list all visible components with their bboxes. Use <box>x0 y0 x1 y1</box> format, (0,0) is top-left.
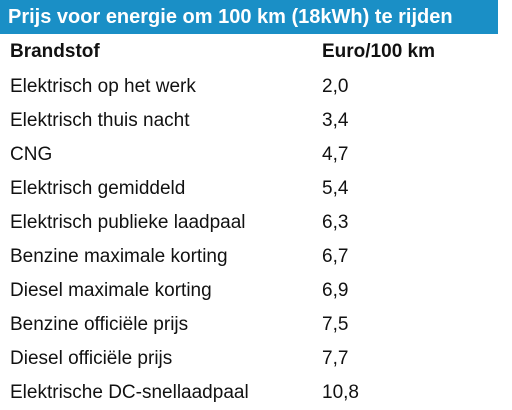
fuel-name: Elektrisch gemiddeld <box>10 178 186 199</box>
fuel-name: Elektrisch thuis nacht <box>10 110 190 131</box>
fuel-name: Elektrische DC-snellaadpaal <box>10 382 249 403</box>
price-value: 6,7 <box>322 246 349 267</box>
table-row: Benzine officiële prijs 7,5 <box>0 308 512 342</box>
table-row: Elektrisch gemiddeld 5,4 <box>0 172 512 206</box>
table-title: Prijs voor energie om 100 km (18kWh) te … <box>0 0 498 34</box>
price-value: 6,9 <box>322 280 349 301</box>
table-row: Diesel maximale korting 6,9 <box>0 274 512 308</box>
price-value: 10,8 <box>322 382 359 403</box>
fuel-name: Benzine officiële prijs <box>10 314 189 335</box>
fuel-name: Diesel maximale korting <box>10 280 212 301</box>
price-table: Brandstof Euro/100 km Elektrisch op het … <box>0 34 512 410</box>
table-row: Diesel officiële prijs 7,7 <box>0 342 512 376</box>
price-value: 4,7 <box>322 144 349 165</box>
header-brandstof: Brandstof <box>10 41 100 62</box>
fuel-name: Diesel officiële prijs <box>10 348 173 369</box>
price-value: 2,0 <box>322 76 349 97</box>
table-row: Benzine maximale korting 6,7 <box>0 240 512 274</box>
table-row: Elektrische DC-snellaadpaal 10,8 <box>0 376 512 410</box>
price-value: 3,4 <box>322 110 349 131</box>
fuel-name: Benzine maximale korting <box>10 246 228 267</box>
price-value: 7,5 <box>322 314 349 335</box>
price-value: 7,7 <box>322 348 349 369</box>
table-row: Elektrisch thuis nacht 3,4 <box>0 104 512 138</box>
table-row: CNG 4,7 <box>0 138 512 172</box>
table-header-row: Brandstof Euro/100 km <box>0 34 512 70</box>
price-value: 6,3 <box>322 212 349 233</box>
price-value: 5,4 <box>322 178 349 199</box>
fuel-name: Elektrisch op het werk <box>10 76 196 97</box>
header-euro-per-100km: Euro/100 km <box>322 41 435 62</box>
fuel-name: Elektrisch publieke laadpaal <box>10 212 246 233</box>
table-row: Elektrisch op het werk 2,0 <box>0 70 512 104</box>
table-row: Elektrisch publieke laadpaal 6,3 <box>0 206 512 240</box>
fuel-name: CNG <box>10 144 53 165</box>
